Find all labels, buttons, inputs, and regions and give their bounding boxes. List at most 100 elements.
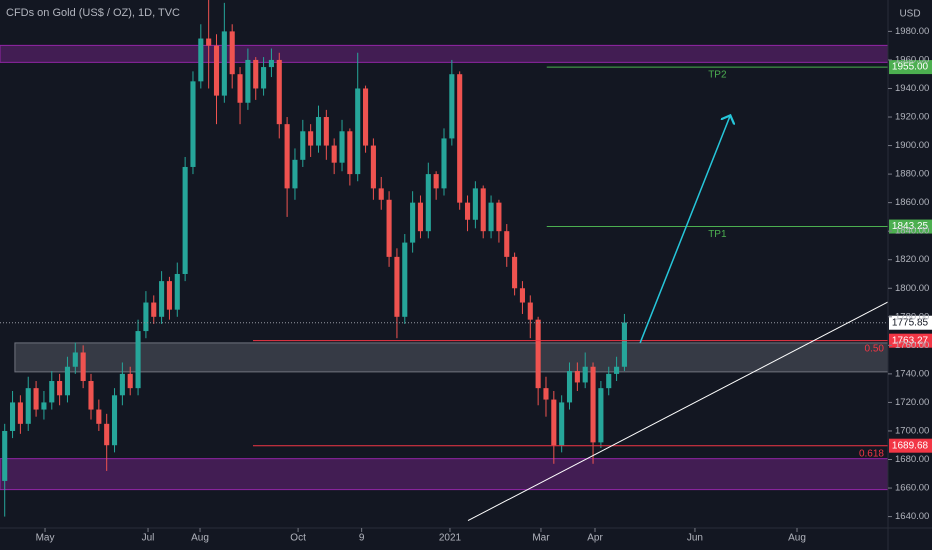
candle-body [441,138,447,189]
candle-body [543,388,549,400]
candle-body [198,38,204,82]
candle-body [57,381,63,396]
candle-body [339,131,345,163]
candle-body [598,388,604,443]
candle-body [127,373,133,389]
price-tag-label: 1689.68 [892,440,929,451]
zone [0,458,888,491]
candle-body [614,366,620,374]
price-tag [889,219,932,234]
candle-body [551,399,557,446]
candle-body [261,67,267,89]
y-tick-label: 1980.00 [895,26,929,37]
candle-body [566,371,573,403]
y-tick-label: 1960.00 [895,54,929,65]
price-tag-label: 1955.00 [892,62,929,73]
y-tick-label: 1820.00 [895,254,929,265]
candle-body [17,402,23,424]
y-tick-label: 1840.00 [895,226,929,237]
candle-body [355,88,361,175]
candle-body [308,131,314,146]
currency-label: USD [899,9,920,20]
candle-body [10,402,16,431]
y-tick-label: 1720.00 [895,397,929,408]
candle-body [72,352,78,367]
candle-body [166,281,172,310]
candle-body [519,288,525,303]
x-tick-label: Apr [587,533,603,544]
candle-body [292,159,298,189]
y-tick-label: 1700.00 [895,425,929,436]
candle-body [425,174,431,232]
candle-body [80,352,86,382]
y-tick-label: 1900.00 [895,140,929,151]
candle-body [213,45,220,96]
candle-body [559,402,565,446]
x-tick-label: Aug [788,533,806,544]
candle-body [323,117,329,146]
y-tick-label: 1780.00 [895,311,929,322]
candle-body [347,131,353,175]
candle-body [221,31,227,96]
candle-body [433,174,439,189]
candle-body [237,74,243,103]
candle-body [527,302,533,320]
candle-body [472,188,478,220]
y-tick-label: 1800.00 [895,283,929,294]
candle-body [402,242,408,317]
candle-body [2,430,8,481]
candle-body [88,381,94,410]
level-text: 0.618 [859,448,884,459]
candle-body [33,388,39,410]
candle-body [590,366,596,443]
candle-body [64,366,71,396]
candle-body [253,59,259,89]
y-tick-label: 1740.00 [895,368,929,379]
x-tick-label: May [36,533,55,544]
candle-body [504,231,510,257]
y-tick-label: 1640.00 [895,511,929,522]
y-tick-label: 1760.00 [895,340,929,351]
candle-body [111,395,118,446]
level-text: TP2 [708,70,727,81]
y-tick-label: 1680.00 [895,454,929,465]
candle-body [582,366,588,383]
zone [0,44,888,63]
zone [14,342,888,373]
price-tag [889,438,932,453]
candle-body [410,202,416,243]
candle-body [151,302,157,317]
price-tag-label: 1843.25 [892,221,929,232]
y-tick-label: 1660.00 [895,483,929,494]
candle-body [378,188,384,200]
candle-body [480,188,486,232]
candle-body [496,202,502,232]
y-tick-label: 1940.00 [895,83,929,94]
candle-body [449,74,455,139]
candle-body [464,202,471,220]
candle-body [135,331,141,389]
level-text: 0.50 [865,343,885,354]
candle-body [245,59,251,103]
x-tick-label: 9 [359,533,365,544]
candle-body [190,81,196,167]
candle-body [394,256,400,317]
candle-body [25,388,31,424]
candle-body [315,117,322,146]
candle-body [119,373,125,396]
price-tag [889,60,932,75]
y-tick-label: 1880.00 [895,169,929,180]
candle-body [300,131,306,160]
arrow [639,115,730,344]
candle-body [512,256,518,289]
candle-body [41,402,47,410]
candle-body [457,74,463,203]
candle-body [606,373,612,389]
candle-body [229,31,235,75]
candle-body [174,273,180,310]
candle-body [104,423,110,446]
x-tick-label: Mar [532,533,550,544]
candle-body [331,145,337,163]
level-text: TP1 [708,229,727,240]
